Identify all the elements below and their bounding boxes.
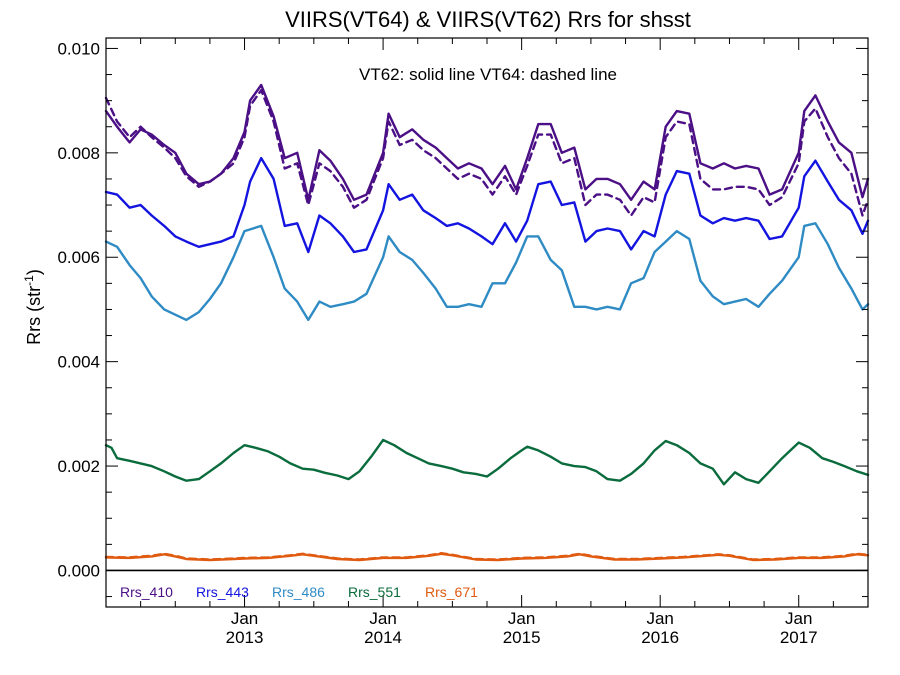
x-tick-month-label: Jan [646,609,673,628]
x-tick-year-label: 2013 [226,628,264,647]
series-line-rrs-410-vt64 [104,89,870,217]
series-line-rrs-486 [104,222,870,322]
plot-frame [105,37,869,608]
legend-entry-rrs-551: Rrs_551 [348,584,401,600]
x-tick-year-label: 2015 [503,628,541,647]
legend: Rrs_410 Rrs_443 Rrs_486 Rrs_551 Rrs_671 [120,584,478,600]
x-tick-year-label: 2016 [641,628,679,647]
y-tick-label: 0.010 [57,39,100,58]
y-tick-label: 0.004 [57,353,100,372]
y-tick-label: 0.002 [57,457,100,476]
x-tick-month-label: Jan [508,609,535,628]
series-layer [104,83,870,562]
x-tick-year-label: 2017 [780,628,818,647]
series-line-rrs-671-vt64 [104,552,870,561]
legend-entry-rrs-410: Rrs_410 [120,584,173,600]
x-tick-month-label: Jan [369,609,396,628]
x-tick-month-label: Jan [231,609,258,628]
series-line-rrs-410 [104,83,870,201]
axes: 0.0000.0020.0040.0060.0080.010Jan2013Jan… [57,37,869,647]
series-line-rrs-551 [104,438,870,486]
legend-entry-rrs-486: Rrs_486 [272,584,325,600]
y-axis-label: Rrs (str-1) [22,269,44,345]
y-tick-label: 0.006 [57,248,100,267]
series-line-rrs-443 [104,156,870,254]
y-tick-label: 0.008 [57,144,100,163]
y-tick-label: 0.000 [57,561,100,580]
x-tick-month-label: Jan [785,609,812,628]
legend-entry-rrs-443: Rrs_443 [196,584,249,600]
chart-title: VIIRS(VT64) & VIIRS(VT62) Rrs for shsst [285,7,691,32]
line-style-annotation: VT62: solid line VT64: dashed line [359,65,617,84]
x-tick-year-label: 2014 [364,628,402,647]
legend-entry-rrs-671: Rrs_671 [425,584,478,600]
